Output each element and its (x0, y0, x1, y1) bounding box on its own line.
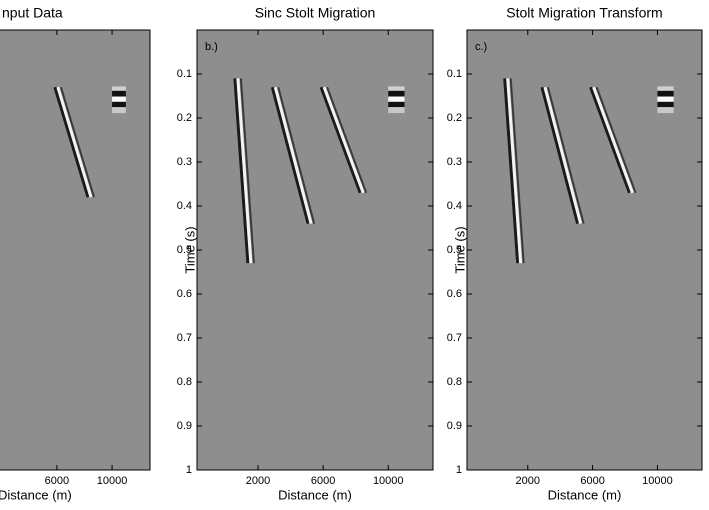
y-tick-label: 0.2 (177, 112, 192, 124)
event-dark (326, 86, 368, 194)
x-tick-label: 6000 (45, 475, 69, 487)
y-tick-label: 0.9 (447, 420, 462, 432)
y-tick-label: 1 (456, 464, 462, 476)
event-dark (503, 78, 520, 264)
y-tick-label: 0.6 (447, 288, 462, 300)
y-tick-label: 0.6 (177, 288, 192, 300)
event-dark (589, 86, 631, 194)
event-dark (59, 86, 95, 198)
flat-event (657, 96, 674, 103)
y-tick-label: 0.3 (447, 156, 462, 168)
event-dark (277, 86, 316, 224)
event-light (543, 86, 583, 224)
event-dark (233, 78, 250, 264)
flat-event (112, 86, 126, 93)
image-panel (197, 30, 433, 470)
x-tick-label: 10000 (642, 475, 673, 487)
panel-label: c.) (475, 41, 487, 53)
y-tick-label: 0.2 (447, 112, 462, 124)
panel-label: b.) (205, 41, 218, 53)
x-axis-label: Distance (m) (548, 487, 622, 502)
event-light (506, 78, 523, 264)
x-tick-label: 2000 (246, 475, 270, 487)
event-dark (239, 78, 255, 264)
flat-event (388, 101, 405, 108)
panel-title: nput Data (2, 5, 63, 21)
x-axis-label: Distance (m) (278, 487, 352, 502)
panel-title: Stolt Migration Transform (506, 5, 662, 21)
y-tick-label: 0.7 (447, 332, 462, 344)
y-tick-label: 0.5 (177, 244, 192, 256)
event-dark (319, 86, 362, 194)
image-panel (0, 30, 150, 470)
x-tick-label: 10000 (373, 475, 404, 487)
y-tick-label: 0.8 (177, 376, 192, 388)
image-panel (467, 30, 702, 470)
event-light (56, 86, 93, 198)
y-tick-label: 0.1 (177, 68, 192, 80)
x-tick-label: 6000 (580, 475, 604, 487)
y-tick-label: 0.9 (177, 420, 192, 432)
event-light (273, 86, 313, 224)
event-dark (595, 86, 637, 194)
event-dark (270, 86, 310, 224)
event-dark (540, 86, 580, 224)
flat-event (112, 107, 126, 114)
y-axis-label: Time (s) (182, 226, 197, 273)
y-tick-label: 1 (186, 464, 192, 476)
event-dark (509, 78, 525, 264)
event-dark (53, 86, 90, 198)
y-tick-label: 0.8 (447, 376, 462, 388)
event-light (236, 78, 253, 264)
flat-event (657, 107, 674, 114)
x-tick-label: 6000 (311, 475, 335, 487)
event-light (592, 86, 634, 194)
flat-event (112, 101, 126, 108)
flat-event (388, 86, 405, 93)
flat-event (388, 107, 405, 114)
y-tick-label: 0.4 (177, 200, 192, 212)
event-light (322, 86, 365, 194)
y-tick-label: 0.5 (447, 244, 462, 256)
y-tick-label: 0.7 (177, 332, 192, 344)
flat-event (388, 90, 405, 97)
x-axis-label: Distance (m) (0, 487, 72, 502)
flat-event (657, 86, 674, 93)
y-tick-label: 0.3 (177, 156, 192, 168)
frame (0, 29, 151, 471)
x-tick-label: 2000 (516, 475, 540, 487)
panel-title: Sinc Stolt Migration (255, 5, 376, 21)
flat-event (657, 90, 674, 97)
image-background (0, 30, 150, 470)
y-axis-label: Time (s) (452, 226, 467, 273)
x-tick-label: 10000 (97, 475, 128, 487)
flat-event (112, 90, 126, 97)
y-tick-label: 0.1 (447, 68, 462, 80)
event-dark (547, 86, 585, 224)
flat-event (388, 96, 405, 103)
flat-event (112, 96, 126, 103)
y-tick-label: 0.4 (447, 200, 462, 212)
flat-event (657, 101, 674, 108)
